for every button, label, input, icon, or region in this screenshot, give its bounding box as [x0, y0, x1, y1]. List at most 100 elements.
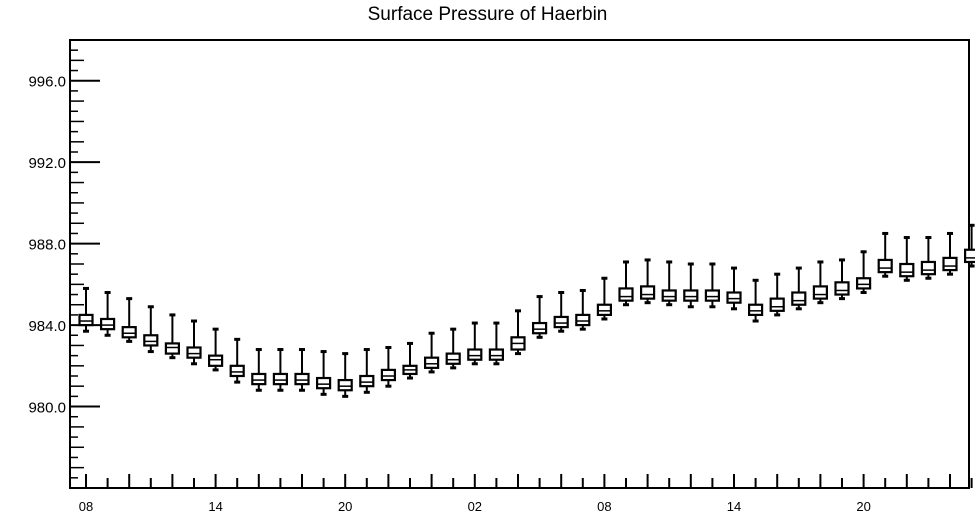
box-body	[596, 303, 613, 317]
box-body	[99, 317, 116, 331]
box-item	[639, 258, 656, 305]
box-item	[445, 327, 461, 370]
x-tick-label: 08	[79, 499, 93, 514]
box-body	[229, 364, 245, 378]
box-item	[121, 297, 137, 343]
box-item	[510, 309, 526, 356]
box-item	[143, 305, 159, 354]
box-body	[467, 348, 483, 361]
box-body	[834, 281, 850, 296]
box-item	[596, 276, 613, 321]
box-item	[618, 260, 634, 307]
box-item	[920, 236, 937, 280]
box-body	[445, 352, 461, 365]
box-body	[661, 289, 677, 302]
x-axis: 081420020814200208	[79, 474, 973, 514]
box-item	[726, 266, 742, 311]
box-body	[294, 372, 310, 386]
box-body	[899, 262, 915, 278]
box-body	[143, 334, 159, 347]
box-item	[488, 321, 504, 366]
box-item	[575, 288, 591, 331]
box-body	[704, 289, 721, 302]
x-tick-label: 14	[727, 499, 741, 514]
box-item	[942, 231, 958, 276]
box-item	[812, 260, 829, 305]
x-tick-label: 20	[856, 499, 870, 514]
box-item	[899, 236, 915, 282]
box-body	[791, 291, 807, 306]
box-item	[963, 223, 975, 268]
box-body	[553, 315, 569, 329]
box-item	[99, 291, 116, 337]
box-body	[488, 348, 504, 361]
chart-title: Surface Pressure of Haerbin	[367, 4, 608, 25]
x-tick-label: 02	[468, 499, 482, 514]
box-item	[78, 286, 94, 333]
x-tick-label: 08	[597, 499, 611, 514]
box-body	[575, 313, 591, 327]
plot-frame	[69, 39, 970, 489]
box-body	[121, 326, 137, 339]
box-item	[208, 327, 224, 372]
box-item	[251, 348, 267, 392]
box-body	[855, 277, 872, 290]
box-item	[834, 258, 850, 301]
y-tick-label: 992.0	[28, 155, 66, 172]
box-body	[639, 285, 656, 300]
box-item	[316, 350, 332, 396]
box-item	[359, 348, 375, 394]
box-body	[424, 356, 440, 369]
box-body	[747, 303, 764, 317]
box-item	[553, 291, 569, 333]
box-body	[78, 313, 94, 327]
box-body	[359, 374, 375, 388]
y-tick-label: 996.0	[28, 74, 66, 91]
x-tick-label: 20	[338, 499, 352, 514]
box-body	[208, 354, 224, 367]
box-body	[531, 321, 548, 335]
box-body	[726, 291, 742, 304]
y-tick-label: 980.0	[28, 400, 66, 417]
box-body	[877, 258, 893, 274]
box-body	[251, 372, 267, 386]
box-body	[812, 285, 829, 300]
box-body	[272, 372, 288, 386]
box-item	[704, 262, 721, 309]
box-body	[683, 289, 699, 302]
box-item	[186, 319, 202, 366]
box-body	[942, 256, 958, 272]
box-item	[337, 352, 353, 398]
box-series	[78, 223, 975, 398]
box-body	[337, 378, 353, 392]
box-item	[164, 313, 180, 360]
box-item	[272, 348, 288, 392]
box-body	[316, 376, 332, 390]
box-item	[747, 278, 764, 323]
y-axis: 980.0 984.0 988.0 992.0 996.0	[28, 39, 100, 489]
box-item	[877, 231, 893, 278]
y-tick-label: 984.0	[28, 318, 66, 335]
box-item	[402, 341, 418, 380]
box-item	[467, 321, 483, 366]
box-item	[791, 266, 807, 311]
box-item	[683, 262, 699, 309]
x-tick-label: 14	[208, 499, 222, 514]
box-item	[531, 295, 548, 339]
box-body	[920, 260, 937, 276]
box-item	[294, 348, 310, 392]
box-body	[164, 342, 180, 355]
y-tick-label: 988.0	[28, 237, 66, 254]
box-body	[186, 346, 202, 359]
box-item	[855, 250, 872, 295]
box-item	[769, 272, 785, 317]
box-body	[769, 297, 785, 312]
box-item	[661, 260, 677, 307]
box-body	[963, 248, 975, 264]
box-body	[380, 368, 396, 382]
box-item	[380, 345, 396, 388]
box-body	[618, 287, 634, 302]
box-item	[229, 337, 245, 384]
box-item	[424, 331, 440, 374]
